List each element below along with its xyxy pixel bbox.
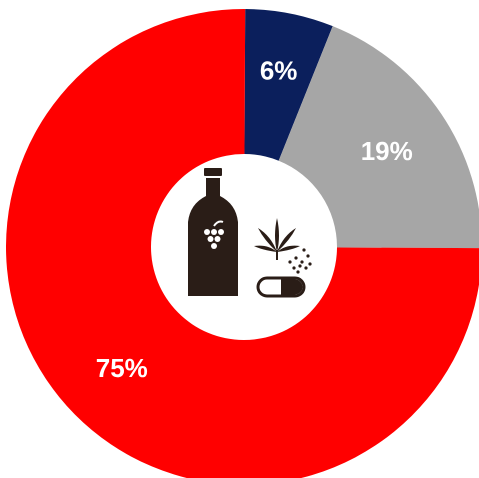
center-icons (188, 168, 312, 298)
slice-label-19pct: 19% (361, 136, 413, 166)
slice-label-6pct: 6% (260, 55, 298, 85)
donut-slices (6, 9, 479, 478)
slice-75pct (6, 9, 479, 478)
pill-icon (256, 276, 306, 298)
wine-bottle-icon (188, 168, 238, 296)
slice-label-75pct: 75% (96, 353, 148, 383)
powder-dots-icon (288, 248, 312, 274)
slice-6pct (244, 9, 333, 161)
slice-labels: 6% 19% 75% (96, 55, 413, 383)
cannabis-leaf-icon (254, 218, 300, 260)
slice-19pct (278, 26, 479, 249)
